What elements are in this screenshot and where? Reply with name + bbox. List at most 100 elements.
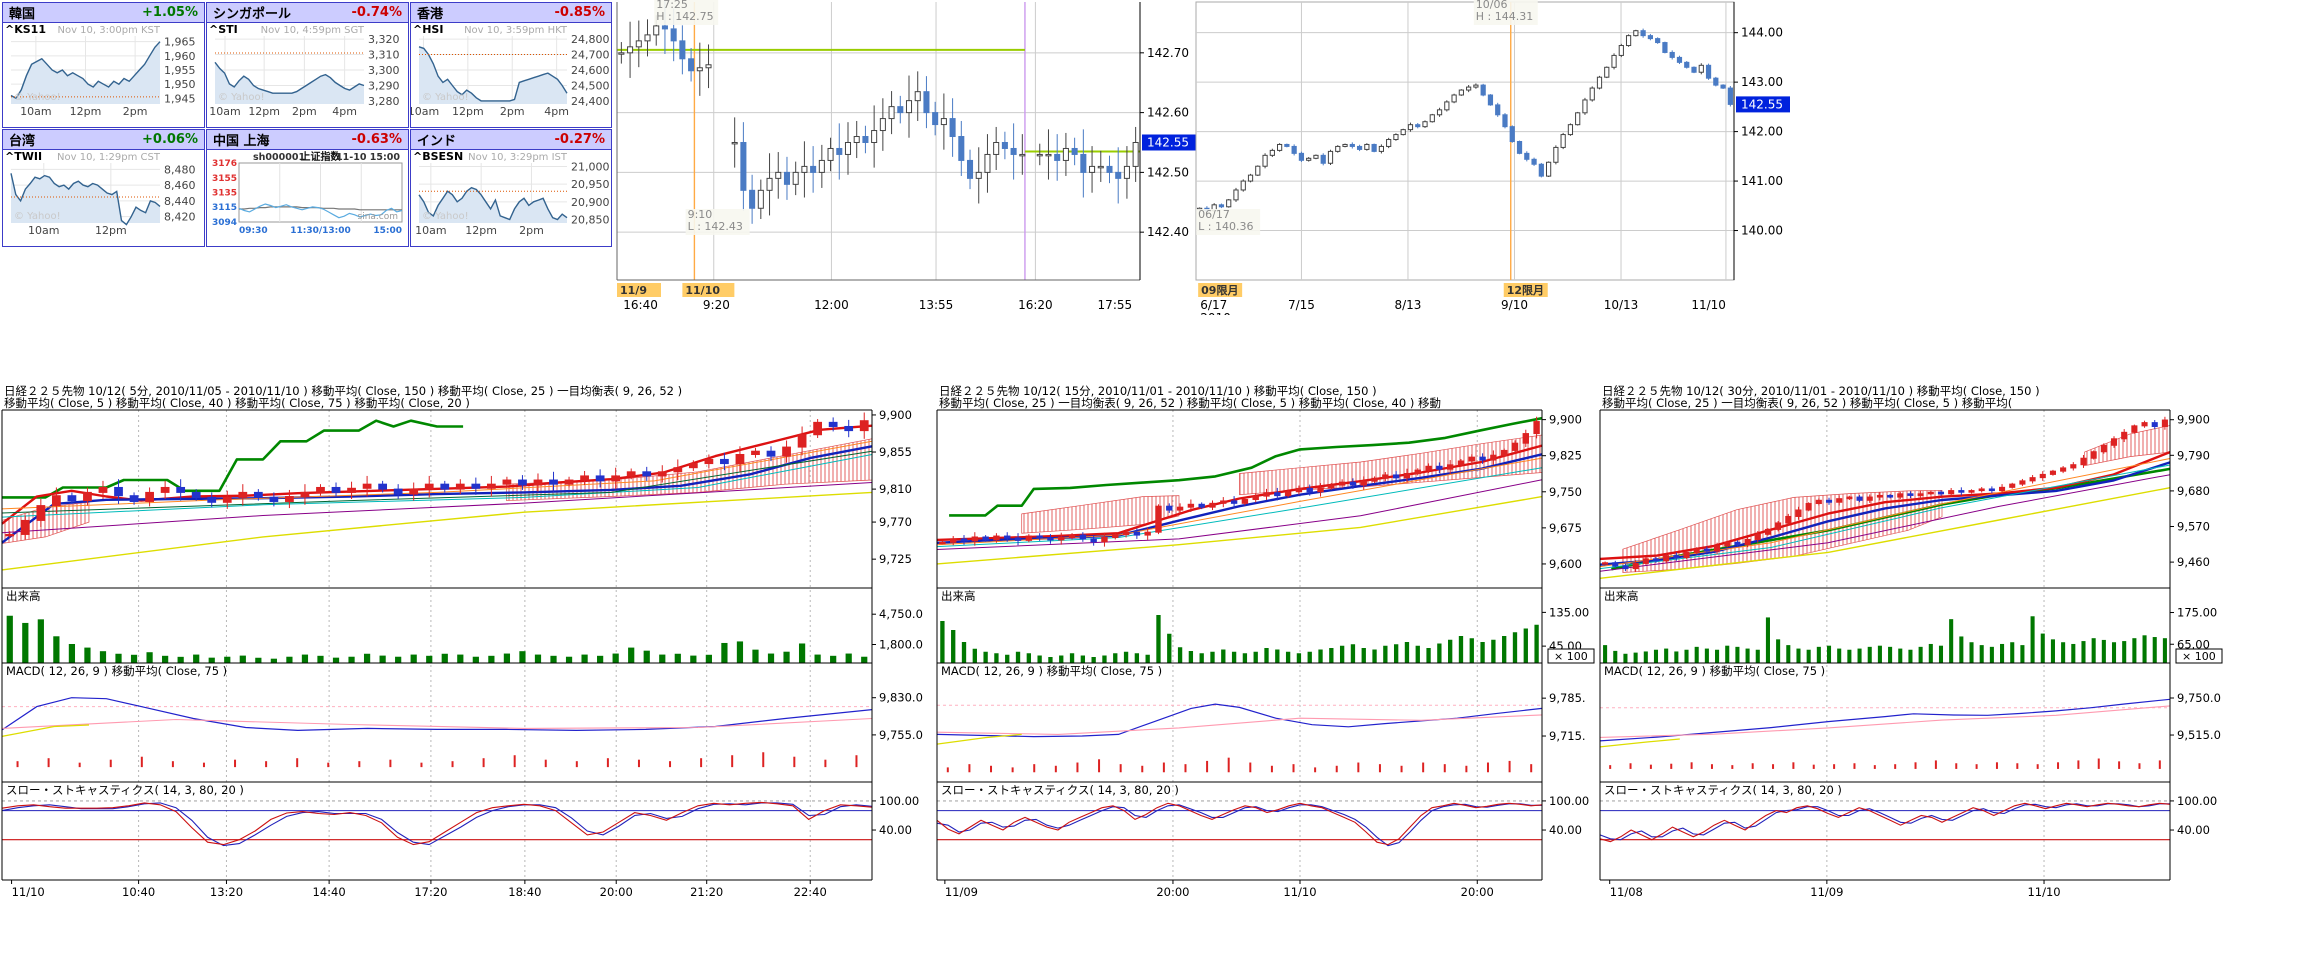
svg-text:9/10: 9/10 bbox=[1501, 298, 1528, 312]
market-cell-korea[interactable]: 韓国 +1.05% 1,965 1,960 1,955 1,950 1,945 ^KS11 N… bbox=[2, 2, 205, 128]
svg-text:© Yahoo!: © Yahoo! bbox=[218, 92, 265, 103]
svg-text:Nov 10, 3:59pm HKT: Nov 10, 3:59pm HKT bbox=[464, 25, 568, 36]
svg-text:9:20: 9:20 bbox=[703, 298, 730, 312]
svg-text:Nov 10, 3:00pm KST: Nov 10, 3:00pm KST bbox=[57, 25, 160, 36]
svg-text:9,680: 9,680 bbox=[2177, 484, 2210, 498]
svg-text:スロー・ストキャスティクス( 14, 3, 80, 20 ): スロー・ストキャスティクス( 14, 3, 80, 20 ) bbox=[941, 783, 1179, 797]
svg-text:65.00: 65.00 bbox=[2177, 637, 2210, 651]
svg-text:17:25: 17:25 bbox=[656, 0, 688, 11]
svg-text:9,785.: 9,785. bbox=[1549, 691, 1586, 705]
svg-text:Nov 10, 4:59pm SGT: Nov 10, 4:59pm SGT bbox=[261, 25, 365, 36]
svg-text:1,800.0: 1,800.0 bbox=[879, 638, 923, 652]
usdjpy-daily-chart[interactable]: 144.00 143.00 142.00 141.00 140.00 142.55 09限月… bbox=[1194, 0, 1809, 325]
market-cell-hongkong[interactable]: 香港 -0.85% 24,800 24,700 24,600 24,500 24,400 ^… bbox=[408, 2, 612, 128]
svg-text:09:30: 09:30 bbox=[239, 226, 268, 236]
svg-text:1,960: 1,960 bbox=[164, 50, 196, 63]
svg-text:8,440: 8,440 bbox=[164, 195, 196, 208]
svg-text:09限月: 09限月 bbox=[1201, 283, 1238, 297]
market-change-badge: +1.05% bbox=[142, 5, 198, 20]
svg-text:10am: 10am bbox=[411, 105, 439, 118]
svg-text:© Yahoo!: © Yahoo! bbox=[14, 211, 61, 222]
nikkei225-30min-chart[interactable]: 日経２２５先物 10/12( 30分, 2010/11/01 - 2010/11… bbox=[1598, 384, 2238, 905]
svg-text:上证指数: 上证指数 bbox=[301, 150, 342, 163]
svg-text:日経２２５先物 10/12( 15分, 2010/11/01: 日経２２５先物 10/12( 15分, 2010/11/01 - 2010/11… bbox=[939, 385, 1377, 398]
taiwan-mini-svg: 8,480 8,460 8,440 8,420 ^TWII Nov 10, 1:29pm … bbox=[5, 150, 196, 237]
nikkei225-15min-chart[interactable]: 日経２２５先物 10/12( 15分, 2010/11/01 - 2010/11… bbox=[935, 384, 1610, 905]
svg-text:11:30/13:00: 11:30/13:00 bbox=[290, 226, 351, 236]
svg-text:9,790: 9,790 bbox=[2177, 448, 2210, 462]
nikkei225-5min-chart[interactable]: 日経２２５先物 10/12( 5分, 2010/11/05 - 2010/11/… bbox=[0, 384, 940, 905]
svg-text:9,750: 9,750 bbox=[1549, 485, 1582, 499]
svg-text:3,300: 3,300 bbox=[368, 64, 400, 77]
svg-text:40.00: 40.00 bbox=[879, 823, 912, 837]
market-cell-taiwan[interactable]: 台湾 +0.06% 8,480 8,460 8,440 8,420 ^TWII Nov 10… bbox=[2, 129, 205, 247]
svg-text:142.50: 142.50 bbox=[1147, 165, 1189, 179]
india-mini-svg: 21,000 20,950 20,900 20,850 ^BSESN Nov 10, 3:… bbox=[413, 150, 610, 237]
svg-text:40.00: 40.00 bbox=[1549, 823, 1582, 837]
svg-text:× 100: × 100 bbox=[2182, 650, 2216, 663]
market-name: インド bbox=[417, 134, 457, 149]
svg-text:出来高: 出来高 bbox=[941, 589, 976, 603]
svg-text:3,310: 3,310 bbox=[368, 49, 400, 62]
svg-text:142.55: 142.55 bbox=[1147, 135, 1189, 149]
svg-text:^TWII: ^TWII bbox=[5, 150, 42, 163]
svg-text:12限月: 12限月 bbox=[1507, 283, 1544, 297]
svg-text:10am: 10am bbox=[209, 105, 240, 118]
svg-text:20:00: 20:00 bbox=[1156, 885, 1189, 899]
svg-text:11/10: 11/10 bbox=[685, 284, 720, 297]
svg-text:Nov 10, 3:29pm IST: Nov 10, 3:29pm IST bbox=[468, 152, 568, 163]
usdjpy-intraday-chart[interactable]: 142.70 142.60 142.50 142.40 142.55 11/9 11/10 1… bbox=[615, 0, 1215, 315]
svg-text:2010: 2010 bbox=[1200, 311, 1231, 315]
market-change-badge: -0.27% bbox=[554, 132, 606, 147]
svg-text:142.60: 142.60 bbox=[1147, 106, 1189, 120]
svg-text:MACD( 12, 26, 9 ) 移動平均( Clos: MACD( 12, 26, 9 ) 移動平均( Close, 75 ) bbox=[6, 664, 227, 678]
market-change-badge: -0.74% bbox=[351, 5, 403, 20]
svg-text:1,965: 1,965 bbox=[164, 36, 196, 49]
svg-text:8,460: 8,460 bbox=[164, 179, 196, 192]
svg-text:142.55: 142.55 bbox=[1741, 97, 1783, 111]
market-name: 韓国 bbox=[9, 7, 36, 22]
taiwan-mini-chart: 8,480 8,460 8,440 8,420 ^TWII Nov 10, 1:29pm … bbox=[3, 150, 204, 247]
svg-text:9,755.0: 9,755.0 bbox=[879, 728, 923, 742]
market-header: 香港 -0.85% bbox=[411, 3, 611, 23]
svg-text:40.00: 40.00 bbox=[2177, 823, 2210, 837]
svg-text:11/10: 11/10 bbox=[2027, 885, 2060, 899]
market-change-badge: -0.85% bbox=[554, 5, 606, 20]
svg-text:140.00: 140.00 bbox=[1741, 224, 1783, 238]
fx-intraday-svg: 142.70 142.60 142.50 142.40 142.55 11/9 11/10 1… bbox=[616, 0, 1196, 312]
svg-text:141.00: 141.00 bbox=[1741, 174, 1783, 188]
svg-text:10:40: 10:40 bbox=[122, 885, 155, 899]
market-cell-india[interactable]: インド -0.27% 21,000 20,950 20,900 20,850 ^BSESN… bbox=[410, 129, 612, 247]
svg-text:143.00: 143.00 bbox=[1741, 75, 1783, 89]
svg-text:日経２２５先物 10/12( 5分, 2010/11/05: 日経２２５先物 10/12( 5分, 2010/11/05 - 2010/11/… bbox=[4, 385, 682, 398]
svg-text:^STI: ^STI bbox=[209, 23, 238, 36]
svg-text:2pm: 2pm bbox=[123, 105, 148, 118]
svg-text:11/10: 11/10 bbox=[12, 885, 45, 899]
market-cell-shanghai[interactable]: 中国 上海 -0.63% sh000001 上证指数 11-10 15:00 3176 3… bbox=[206, 129, 409, 247]
svg-text:21:20: 21:20 bbox=[690, 885, 723, 899]
svg-text:3135: 3135 bbox=[212, 189, 237, 199]
market-change-badge: -0.63% bbox=[351, 132, 403, 147]
svg-text:日経２２５先物 10/12( 30分, 2010/11/01: 日経２２５先物 10/12( 30分, 2010/11/01 - 2010/11… bbox=[1602, 385, 2040, 398]
svg-text:12pm: 12pm bbox=[70, 105, 102, 118]
svg-text:15:00: 15:00 bbox=[373, 226, 402, 236]
svg-text:24,500: 24,500 bbox=[571, 79, 610, 92]
svg-text:4,750.0: 4,750.0 bbox=[879, 607, 923, 621]
svg-text:移動平均( Close, 25 ) 一目均衡表( 9,: 移動平均( Close, 25 ) 一目均衡表( 9, 26, 52 ) 移動平… bbox=[939, 396, 1441, 410]
svg-text:MACD( 12, 26, 9 ) 移動平均( Clos: MACD( 12, 26, 9 ) 移動平均( Close, 75 ) bbox=[941, 664, 1162, 678]
svg-text:11/10: 11/10 bbox=[1283, 885, 1316, 899]
svg-text:9,515.0: 9,515.0 bbox=[2177, 728, 2221, 742]
svg-text:1,950: 1,950 bbox=[164, 78, 196, 91]
singapore-mini-chart: 3,320 3,310 3,300 3,290 3,280 ^STI Nov 10, 4:5… bbox=[207, 23, 408, 128]
svg-text:^KS11: ^KS11 bbox=[5, 23, 46, 36]
svg-text:9,900: 9,900 bbox=[879, 408, 912, 422]
svg-text:18:40: 18:40 bbox=[508, 885, 541, 899]
svg-text:9,855: 9,855 bbox=[879, 445, 912, 459]
svg-text:20,850: 20,850 bbox=[571, 213, 610, 226]
svg-text:9,600: 9,600 bbox=[1549, 557, 1582, 571]
svg-text:100.00: 100.00 bbox=[1549, 794, 1589, 808]
svg-text:8/13: 8/13 bbox=[1394, 298, 1421, 312]
market-cell-singapore[interactable]: シンガポール -0.74% 3,320 3,310 3,300 3,290 3,280 ^S… bbox=[206, 2, 409, 128]
